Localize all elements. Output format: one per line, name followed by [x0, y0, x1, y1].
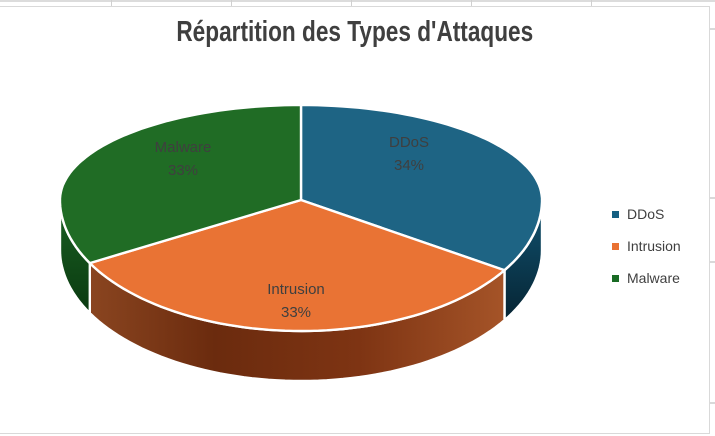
sheet-gridline-row [710, 261, 715, 263]
slice-label-malware[interactable]: Malware 33% [155, 139, 212, 179]
legend-item-intrusion[interactable]: Intrusion [612, 238, 681, 254]
sheet-gridline-row [710, 402, 715, 404]
sheet-gridline-column [471, 0, 472, 6]
legend-item-ddos[interactable]: DDoS [612, 206, 681, 222]
legend-label: DDoS [627, 206, 665, 222]
sheet-gridline-row [0, 0, 715, 2]
sheet-gridline-row [710, 28, 715, 30]
legend-label: Intrusion [627, 238, 681, 254]
sheet-gridline-column [231, 0, 232, 6]
chart-title-text: Répartition des Types d'Attaques [176, 16, 534, 48]
sheet-gridline-column [591, 0, 592, 6]
legend-marker-malware [612, 274, 619, 282]
legend-marker-intrusion [612, 242, 619, 250]
pie-slice-ddos[interactable] [299, 103, 544, 272]
sheet-gridline-row [710, 197, 715, 199]
pie-slice-malware[interactable] [58, 103, 303, 265]
slice-label-intrusion[interactable]: Intrusion 33% [267, 281, 325, 321]
slice-label-ddos[interactable]: DDoS 34% [389, 134, 429, 174]
legend-item-malware[interactable]: Malware [612, 270, 681, 286]
sheet-gridline-column [351, 0, 352, 6]
sheet-gridline-column [111, 0, 112, 6]
chart-legend[interactable]: DDoS Intrusion Malware [612, 206, 681, 302]
chart-title[interactable]: Répartition des Types d'Attaques [0, 18, 710, 47]
legend-label: Malware [627, 270, 680, 286]
legend-marker-ddos [612, 210, 619, 218]
